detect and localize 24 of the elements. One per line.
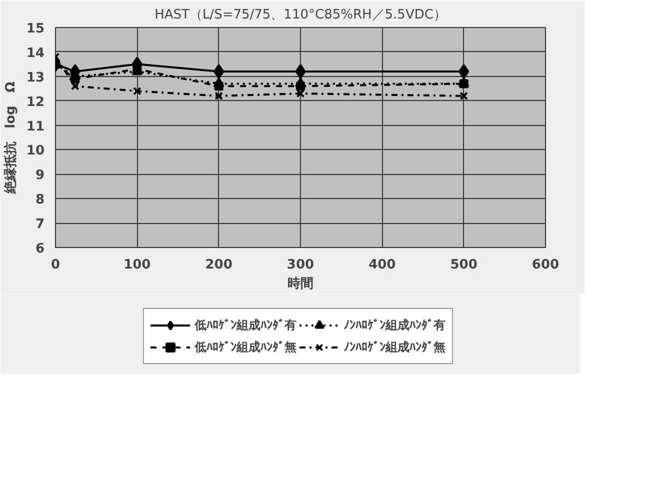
y-tick-label: 10	[26, 144, 45, 159]
chart-title: HAST（L/S=75/75、110°C85%RH／5.5VDC）	[154, 8, 446, 22]
y-tick-label: 9	[35, 168, 44, 184]
legend-label: ﾉﾝﾊﾛｹﾞﾝ組成ﾊﾝﾀﾞ無	[344, 338, 446, 356]
legend-label: 低ﾊﾛｹﾞﾝ組成ﾊﾝﾀﾞ無	[194, 338, 296, 356]
y-tick-label: 6	[35, 242, 44, 256]
y-tick-label: 15	[26, 22, 45, 36]
x-tick-label: 200	[205, 258, 232, 272]
y-tick-label: 14	[26, 46, 45, 61]
x-tick-label: 100	[124, 258, 151, 272]
y-tick-label: 12	[26, 94, 45, 110]
y-tick-label: 7	[35, 217, 44, 232]
x-tick-label: 400	[368, 258, 396, 272]
y-tick-label: 13	[26, 70, 45, 86]
y-tick-label: 11	[26, 119, 45, 134]
y-axis-title: 絶縁抵抗 log Ω	[2, 82, 18, 194]
legend-label: 低ﾊﾛｹﾞﾝ組成ﾊﾝﾀﾞ有	[194, 316, 296, 334]
x-tick-label: 0	[50, 258, 60, 272]
y-tick-label: 8	[35, 192, 44, 208]
x-tick-label: 600	[532, 258, 560, 272]
x-axis-title: 時間	[288, 276, 314, 292]
x-tick-label: 500	[450, 258, 478, 272]
legend-label: ﾉﾝﾊﾛｹﾞﾝ組成ﾊﾝﾀﾞ有	[344, 316, 446, 334]
x-tick-label: 300	[286, 258, 314, 272]
